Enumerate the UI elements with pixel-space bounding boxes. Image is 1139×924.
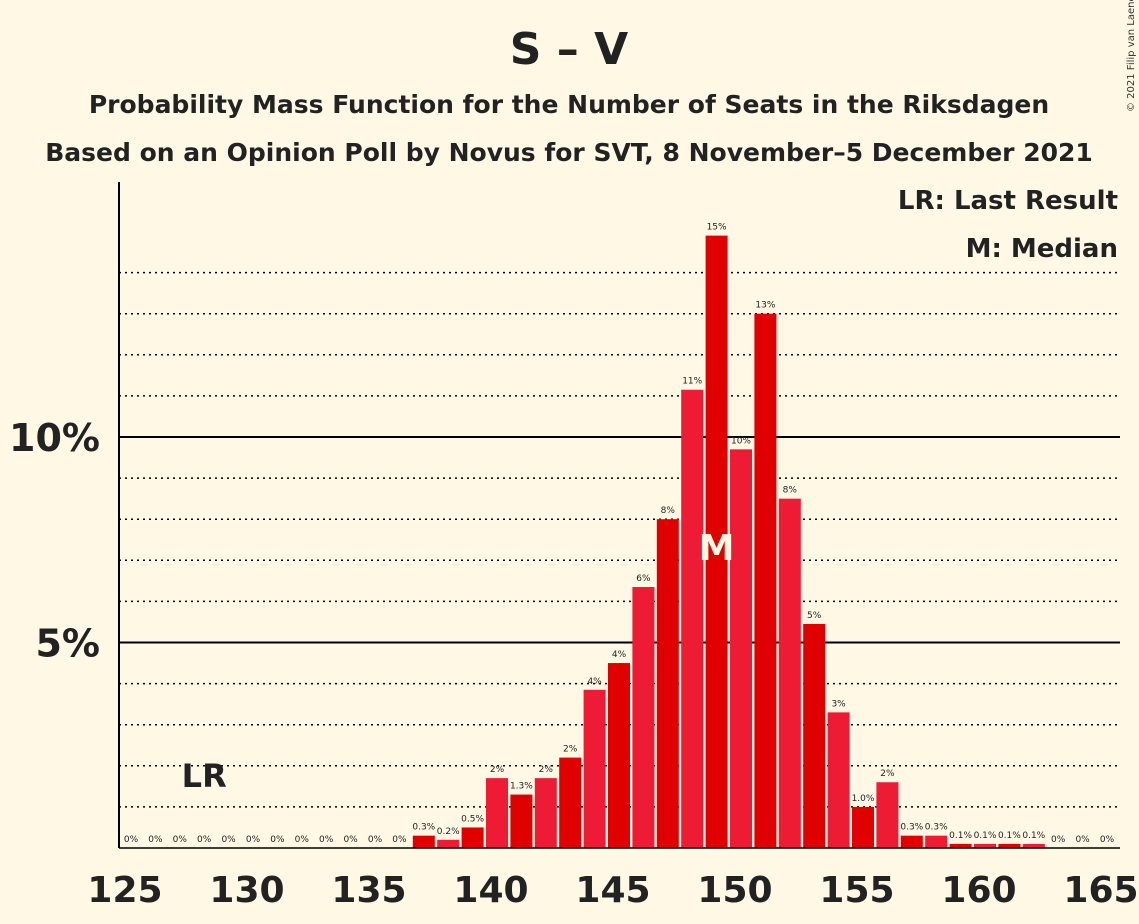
bar-label-131: 0% <box>270 835 285 845</box>
bar-label-149: 15% <box>707 223 727 233</box>
bar-148 <box>681 389 704 848</box>
bar-label-154: 3% <box>831 699 846 709</box>
bar-label-145: 4% <box>612 650 627 660</box>
chart-title: S – V <box>510 24 628 75</box>
bar-label-159: 0.1% <box>949 831 972 841</box>
bar-label-129: 0% <box>221 835 236 845</box>
bar-153 <box>803 624 826 848</box>
bar-160 <box>974 843 996 848</box>
bar-138 <box>437 839 460 848</box>
bar-label-156: 2% <box>880 769 895 779</box>
bar-150 <box>730 449 752 848</box>
bar-label-157: 0.3% <box>900 823 923 833</box>
x-axis-ticks: 125 130 135 140 145 150 155 160 165 <box>87 870 1138 911</box>
x-tick-label: 165 <box>1063 870 1138 911</box>
x-tick-label: 140 <box>453 870 528 911</box>
bar-label-150: 10% <box>731 436 751 446</box>
bar-143 <box>559 757 582 848</box>
bar-147 <box>656 519 679 848</box>
bar-158 <box>925 835 948 848</box>
bar-label-161: 0.1% <box>998 831 1021 841</box>
bar-151 <box>754 313 777 848</box>
bar-label-158: 0.3% <box>925 823 948 833</box>
bar-139 <box>461 827 484 848</box>
chart-markers: LR M <box>182 528 735 795</box>
bar-label-151: 13% <box>755 301 775 311</box>
x-tick-label: 135 <box>331 870 406 911</box>
bar-157 <box>900 835 923 848</box>
bar-label-165: 0% <box>1100 835 1115 845</box>
bar-label-152: 8% <box>783 486 798 496</box>
legend-median: M: Median <box>966 234 1118 264</box>
bar-label-134: 0% <box>343 835 358 845</box>
bar-label-140: 2% <box>490 765 505 775</box>
copyright-text: © 2021 Filip van Laenen <box>1126 0 1137 112</box>
bar-label-136: 0% <box>392 835 407 845</box>
bar-140 <box>486 778 508 848</box>
bar-label-146: 6% <box>636 574 651 584</box>
bar-137 <box>412 835 435 848</box>
x-tick-label: 155 <box>819 870 894 911</box>
bar-152 <box>778 498 801 848</box>
bar-label-125: 0% <box>124 835 139 845</box>
bar-label-127: 0% <box>173 835 188 845</box>
bar-146 <box>632 587 655 848</box>
bar-label-160: 0.1% <box>974 831 997 841</box>
x-tick-label: 145 <box>575 870 650 911</box>
bar-label-133: 0% <box>319 835 334 845</box>
bar-label-143: 2% <box>563 745 578 755</box>
bar-label-163: 0% <box>1051 835 1066 845</box>
x-tick-label: 130 <box>209 870 284 911</box>
bar-label-137: 0.3% <box>412 823 435 833</box>
bar-value-labels: 0% 0% 0% 0% 0% 0% 0% 0% 0% 0% 0% 0%0.3% 0.2%0.5%2%1.… <box>124 223 1115 845</box>
bar-label-128: 0% <box>197 835 212 845</box>
bar-label-153: 5% <box>807 611 822 621</box>
y-tick-label: 5% <box>35 622 100 666</box>
bar-142 <box>534 778 557 848</box>
x-tick-label: 160 <box>941 870 1016 911</box>
bar-162 <box>1022 843 1045 848</box>
x-tick-label: 125 <box>87 870 162 911</box>
bar-159 <box>949 843 972 848</box>
bar-144 <box>583 689 606 848</box>
chart-subtitle-2: Based on an Opinion Poll by Novus for SV… <box>45 138 1093 167</box>
bar-label-142: 2% <box>539 765 554 775</box>
bar-label-138: 0.2% <box>437 827 460 837</box>
bar-label-135: 0% <box>368 835 383 845</box>
y-tick-label: 10% <box>9 416 100 460</box>
bar-154 <box>827 712 850 848</box>
gridlines <box>119 271 1120 808</box>
median-marker: M <box>699 528 735 569</box>
bar-141 <box>510 794 533 848</box>
bar-label-126: 0% <box>148 835 163 845</box>
chart-subtitle-1: Probability Mass Function for the Number… <box>89 90 1049 119</box>
bar-label-164: 0% <box>1075 835 1090 845</box>
bar-label-141: 1.3% <box>510 782 533 792</box>
bar-145 <box>608 663 630 848</box>
y-axis-ticks: 5% 10% <box>9 416 100 666</box>
bar-label-139: 0.5% <box>461 814 484 824</box>
bar-label-147: 8% <box>661 506 676 516</box>
legend-last-result: LR: Last Result <box>898 186 1118 216</box>
last-result-marker: LR <box>182 757 227 795</box>
bar-label-144: 4% <box>587 677 602 687</box>
bar-label-130: 0% <box>246 835 261 845</box>
x-tick-label: 150 <box>697 870 772 911</box>
bar-label-162: 0.1% <box>1022 831 1045 841</box>
bar-label-148: 11% <box>682 377 702 387</box>
bar-label-155: 1.0% <box>852 794 875 804</box>
bar-label-132: 0% <box>295 835 310 845</box>
bar-149 <box>705 235 728 849</box>
bar-156 <box>876 782 899 848</box>
bar-161 <box>998 843 1021 848</box>
bar-series <box>412 235 1045 849</box>
bar-155 <box>852 806 874 848</box>
